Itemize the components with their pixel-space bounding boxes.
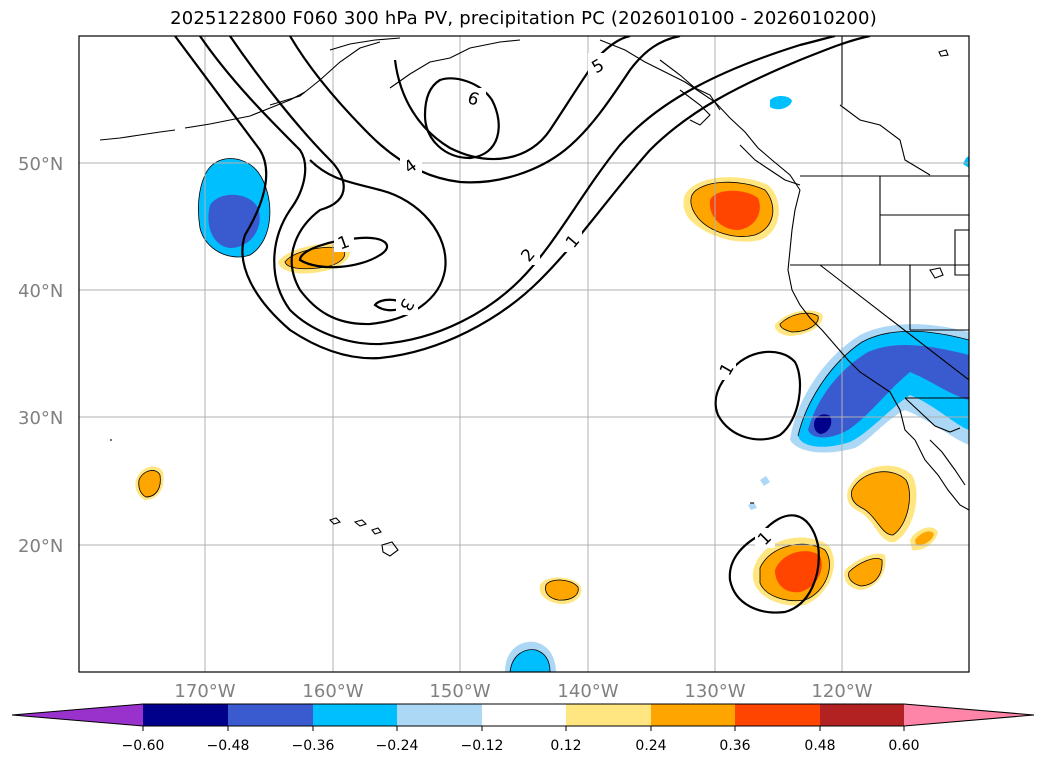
lon-label-130w: 130°W: [684, 681, 745, 702]
colorbar-bin-6: [566, 704, 651, 726]
colorbar-tick-2: −0.48: [207, 738, 250, 754]
latitude-labels: 50°N 40°N 30°N 20°N: [18, 154, 63, 557]
pv-contour-label-group: 6 5 4 3 2 1 1 1 1: [334, 53, 776, 550]
colorbar-tick-4: −0.24: [376, 738, 419, 754]
colorbar-bin-8: [735, 704, 820, 726]
pv-contour-1-south: [728, 514, 820, 614]
pv-contour-1-east: [714, 350, 802, 441]
colorbar-bin-4: [397, 704, 482, 726]
coastlines: [99, 36, 969, 557]
map-area: 6 5 4 3 2 1 1 1 1: [79, 36, 969, 672]
pv-contour-3: [229, 36, 447, 326]
colorbar: −0.60 −0.48 −0.36 −0.24 −0.12 0.12 0.24 …: [11, 703, 1035, 754]
precip-blob-neg-bc: [770, 95, 792, 110]
colorbar-tick-9: 0.48: [804, 738, 835, 754]
lat-label-40: 40°N: [18, 281, 63, 302]
colorbar-under-arrow: [12, 704, 143, 726]
colorbar-bin-1: [143, 704, 228, 726]
colorbar-bin-3: [313, 704, 397, 726]
lon-label-140w: 140°W: [557, 681, 618, 702]
colorbar-over-arrow: [904, 704, 1034, 726]
pv-contour-1-trough: [174, 36, 871, 360]
lon-label-150w: 150°W: [429, 681, 490, 702]
colorbar-tick-3: −0.36: [292, 738, 335, 754]
lon-label-170w: 170°W: [174, 681, 235, 702]
lon-label-160w: 160°W: [302, 681, 363, 702]
precip-shading-positive: [135, 177, 938, 606]
colorbar-bin-2: [228, 704, 313, 726]
graticule: [79, 36, 969, 672]
colorbar-bin-9: [820, 704, 904, 726]
precip-outlines: [138, 158, 969, 672]
map-border: [78, 35, 970, 673]
lat-label-30: 30°N: [18, 408, 63, 429]
lat-label-50: 50°N: [18, 154, 63, 175]
colorbar-tick-7: 0.24: [635, 738, 666, 754]
map-title: 2025122800 F060 300 hPa PV, precipitatio…: [170, 8, 877, 29]
colorbar-bin-5: [482, 704, 566, 726]
colorbar-tick-6: 0.12: [550, 738, 581, 754]
lon-label-120w: 120°W: [811, 681, 872, 702]
colorbar-tick-1: −0.60: [122, 738, 165, 754]
pv-contour-4: [289, 36, 681, 184]
pv-contour-1-central: [298, 236, 388, 269]
lat-label-20: 20°N: [18, 536, 63, 557]
pv-contours: [174, 36, 871, 614]
longitude-labels: 170°W 160°W 150°W 140°W 130°W 120°W: [174, 681, 872, 702]
colorbar-tick-10: 0.60: [888, 738, 919, 754]
pv-contour-5: [393, 36, 631, 160]
pv-contour-2: [199, 36, 836, 346]
colorbar-tick-5: −0.12: [461, 738, 504, 754]
colorbar-bin-7: [651, 704, 735, 726]
colorbar-tick-8: 0.36: [719, 738, 750, 754]
